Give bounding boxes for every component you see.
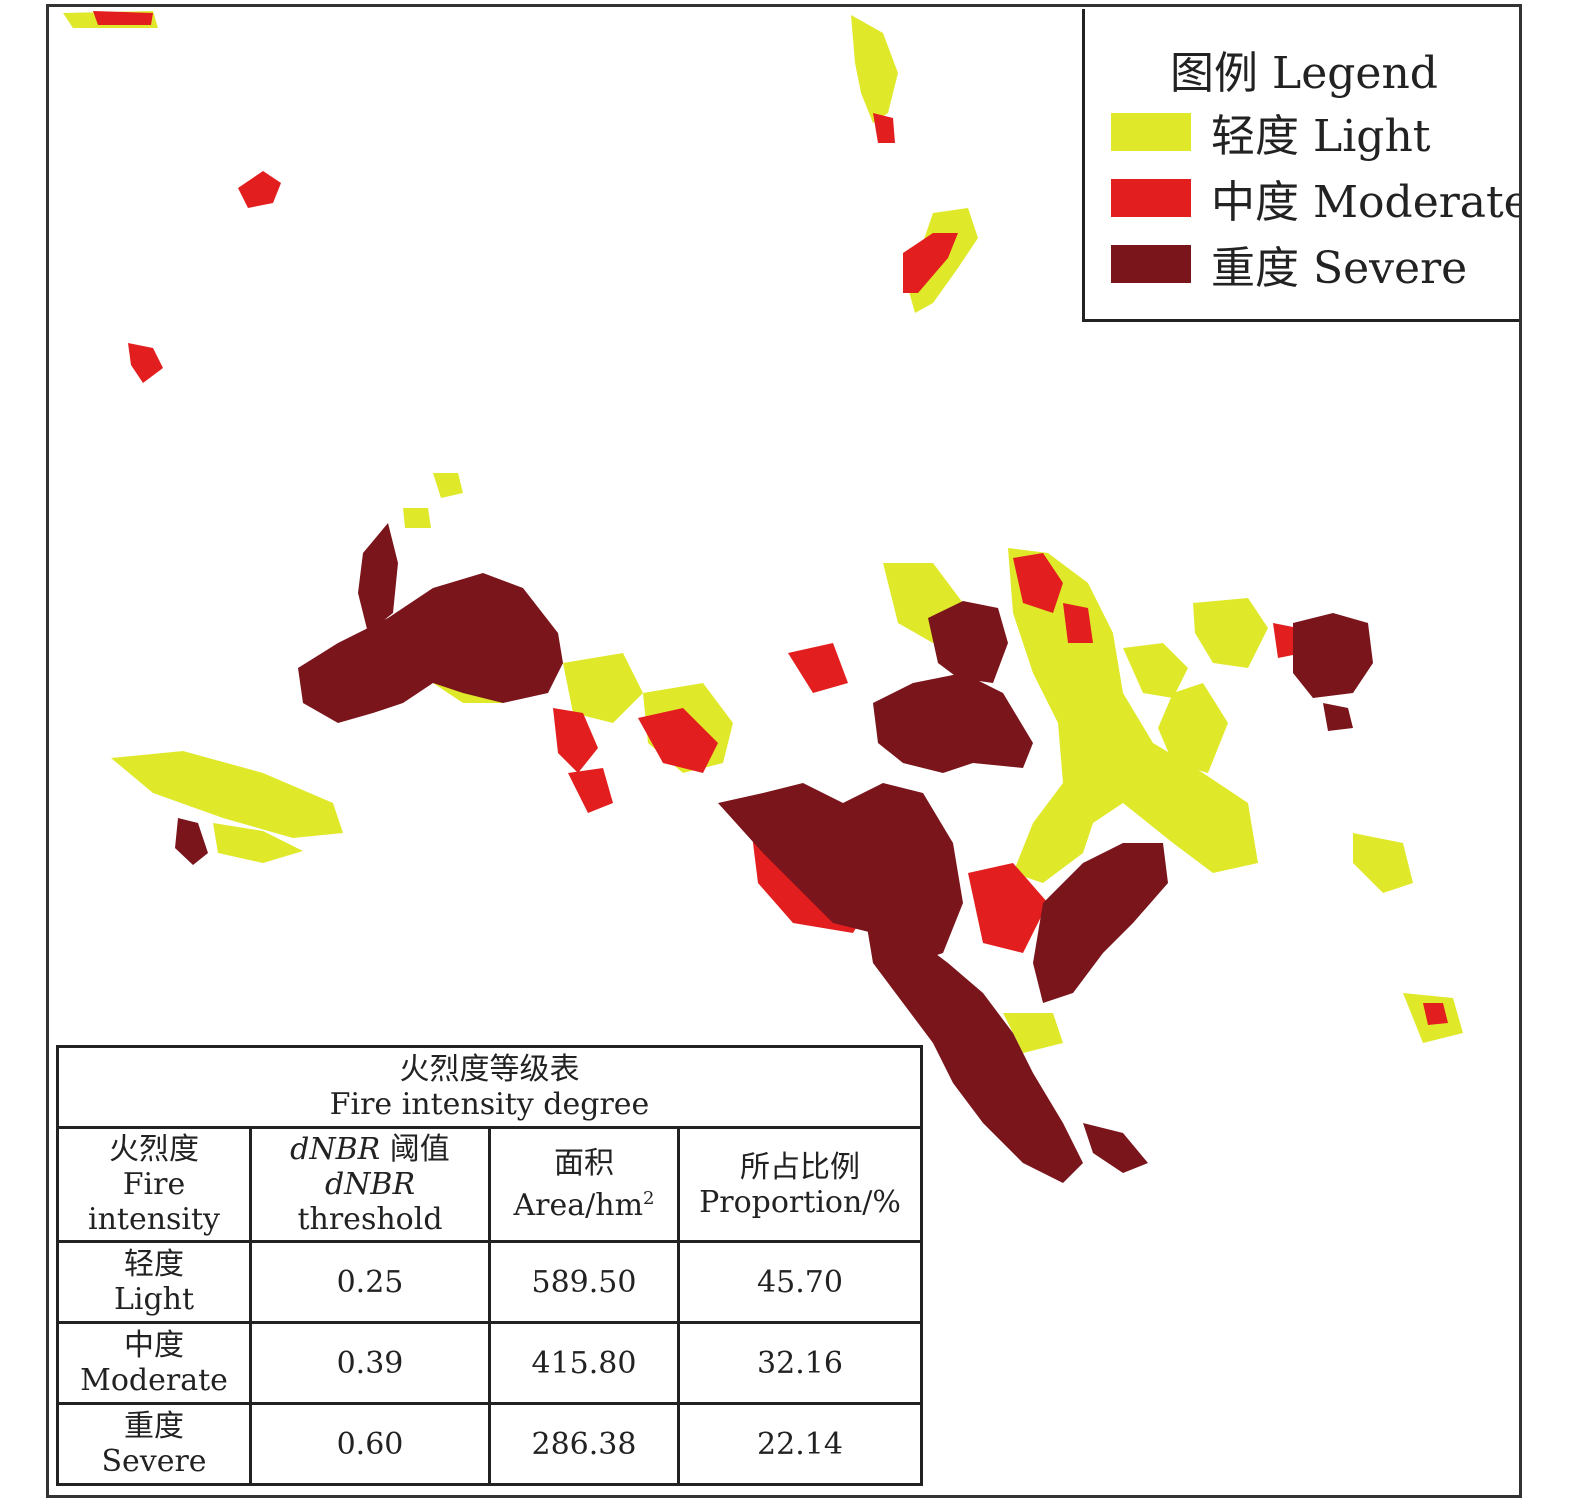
legend-label-light: 轻度 Light [1211, 111, 1431, 162]
table-caption: 火烈度等级表 Fire intensity degree [56, 1045, 923, 1129]
table-row-severe: 重度 Severe 0.60 286.38 22.14 [56, 1402, 923, 1486]
cell-area: 589.50 [488, 1240, 680, 1324]
cell-intensity-cn: 中度 [124, 1328, 184, 1363]
cell-intensity: 轻度 Light [56, 1240, 252, 1324]
header-threshold-en: threshold [297, 1202, 443, 1237]
cell-threshold: 0.60 [249, 1402, 491, 1486]
cell-threshold: 0.25 [249, 1240, 491, 1324]
cell-intensity-en: Moderate [80, 1363, 228, 1398]
header-area-sup: 2 [643, 1188, 655, 1209]
header-threshold-dnbr-italic: dNBR [290, 1132, 381, 1167]
header-area-en-line: Area/hm2 [491, 1181, 677, 1223]
header-area-en: Area/hm [513, 1188, 644, 1223]
header-prop-en: Proportion/% [699, 1184, 901, 1220]
header-area-cn: 面积 [554, 1146, 614, 1181]
header-threshold-line1: dNBR 阈值 [252, 1132, 488, 1167]
legend-swatch-moderate [1111, 179, 1191, 217]
map-canvas [63, 11, 1463, 1183]
cell-threshold: 0.39 [249, 1321, 491, 1405]
table-row-light: 轻度 Light 0.25 589.50 45.70 [56, 1240, 923, 1324]
legend-label-moderate: 中度 Moderate [1211, 177, 1522, 228]
legend-item-light: 轻度 Light [1111, 107, 1430, 162]
legend-item-moderate: 中度 Moderate [1111, 173, 1519, 228]
cell-proportion: 32.16 [677, 1321, 923, 1405]
table-caption-en: Fire intensity degree [329, 1087, 650, 1122]
cell-proportion: 22.14 [677, 1402, 923, 1486]
header-fire-intensity: 火烈度 Fire intensity [56, 1126, 252, 1243]
cell-area: 415.80 [488, 1321, 680, 1405]
legend-swatch-severe [1111, 245, 1191, 283]
header-intensity-en2: intensity [87, 1202, 221, 1237]
legend-label-severe: 重度 Severe [1211, 243, 1468, 294]
header-threshold-dnbr-italic-2: dNBR [324, 1167, 416, 1202]
table-caption-cn: 火烈度等级表 [399, 1052, 580, 1087]
cell-intensity-cn: 重度 [124, 1409, 184, 1444]
cell-area: 286.38 [488, 1402, 680, 1486]
cell-intensity: 中度 Moderate [56, 1321, 252, 1405]
fire-intensity-table: 火烈度等级表 Fire intensity degree 火烈度 Fire in… [56, 1045, 923, 1486]
cell-intensity-en: Severe [101, 1444, 207, 1479]
table-row-moderate: 中度 Moderate 0.39 415.80 32.16 [56, 1321, 923, 1405]
legend-title: 图例 Legend [1170, 48, 1438, 99]
header-prop-cn: 所占比例 [740, 1149, 860, 1185]
cell-intensity-en: Light [113, 1282, 195, 1317]
cell-intensity: 重度 Severe [56, 1402, 252, 1486]
cell-proportion: 45.70 [677, 1240, 923, 1324]
map-legend: 图例 Legend 轻度 Light 中度 Moderate 重度 Severe [1082, 9, 1519, 322]
header-intensity-en1: Fire [122, 1167, 186, 1202]
header-proportion: 所占比例 Proportion/% [677, 1126, 923, 1243]
header-area: 面积 Area/hm2 [488, 1126, 680, 1243]
header-dnbr-threshold: dNBR 阈值 dNBR threshold [249, 1126, 491, 1243]
severe-burn-areas [175, 523, 1373, 1183]
legend-swatch-light [1111, 113, 1191, 151]
cell-intensity-cn: 轻度 [124, 1247, 184, 1282]
legend-item-severe: 重度 Severe [1111, 239, 1467, 294]
header-intensity-cn: 火烈度 [109, 1132, 199, 1167]
header-threshold-cn: 阈值 [380, 1132, 450, 1167]
